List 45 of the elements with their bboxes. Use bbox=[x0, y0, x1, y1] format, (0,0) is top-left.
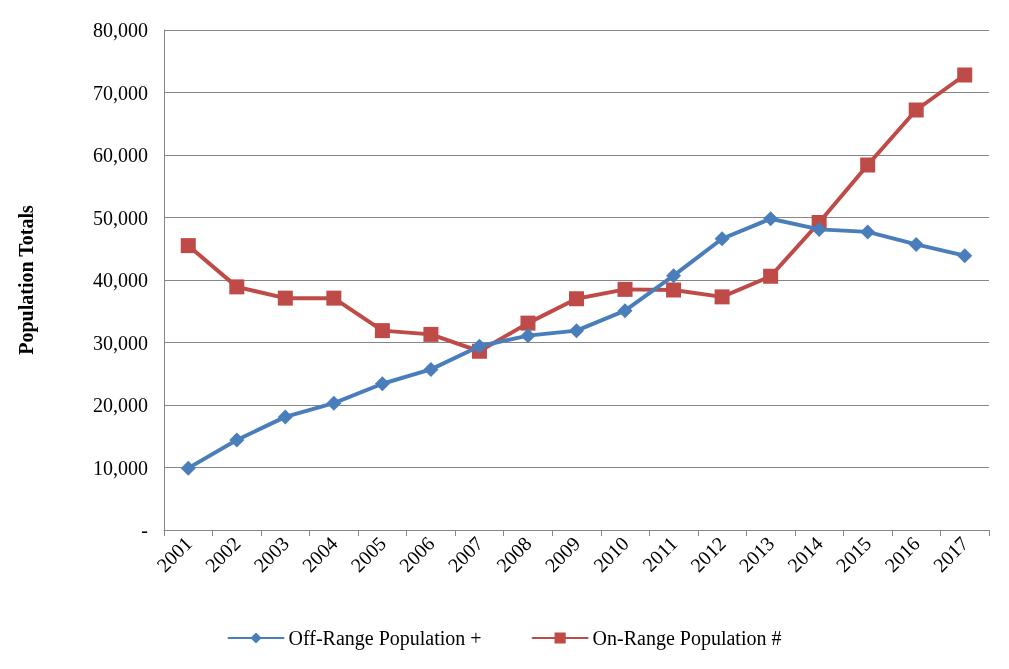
point bbox=[957, 67, 973, 83]
legend-label: Off-Range Population + bbox=[288, 627, 482, 650]
point bbox=[277, 409, 293, 425]
y-tick-label: 60,000 bbox=[93, 144, 148, 166]
legend-label: On-Range Population # bbox=[592, 627, 782, 650]
point bbox=[180, 460, 196, 476]
point bbox=[811, 221, 827, 237]
point bbox=[763, 211, 779, 227]
point bbox=[520, 315, 536, 331]
y-tick-label: 50,000 bbox=[93, 206, 148, 229]
x-tick-label: 2011 bbox=[638, 532, 682, 576]
point bbox=[423, 326, 439, 342]
point bbox=[229, 279, 245, 295]
point bbox=[569, 323, 584, 339]
point bbox=[908, 102, 924, 118]
point bbox=[180, 238, 196, 254]
y-axis-title: Population Totals bbox=[15, 205, 38, 355]
point bbox=[908, 236, 924, 252]
point bbox=[617, 303, 633, 319]
point bbox=[326, 290, 342, 306]
y-tick-label: 70,000 bbox=[93, 81, 148, 104]
point bbox=[666, 268, 682, 284]
point bbox=[763, 268, 779, 284]
y-tick-label: 20,000 bbox=[93, 394, 148, 416]
y-tick-label: 30,000 bbox=[93, 331, 148, 354]
point bbox=[860, 224, 876, 240]
y-tick-label: 40,000 bbox=[93, 269, 148, 291]
point bbox=[520, 328, 536, 344]
point bbox=[714, 231, 730, 247]
point bbox=[374, 376, 390, 392]
point bbox=[714, 289, 730, 305]
point bbox=[569, 291, 584, 307]
y-tick-label: 80,000 bbox=[93, 19, 148, 41]
point bbox=[957, 248, 973, 264]
point bbox=[666, 282, 682, 298]
point bbox=[471, 338, 487, 354]
y-tick-label: - bbox=[141, 519, 148, 541]
point bbox=[617, 281, 633, 297]
point bbox=[374, 323, 390, 339]
point bbox=[860, 157, 876, 173]
point bbox=[229, 432, 245, 448]
point bbox=[326, 395, 342, 411]
point bbox=[423, 361, 439, 377]
point bbox=[277, 290, 293, 306]
y-tick-label: 10,000 bbox=[93, 456, 148, 479]
